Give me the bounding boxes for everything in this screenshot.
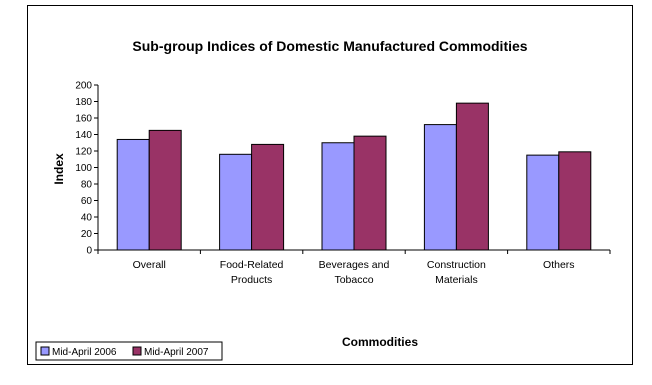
y-axis-label: Index	[52, 153, 66, 185]
legend: Mid-April 2006 Mid-April 2007	[35, 341, 223, 361]
y-tick-label: 0	[86, 246, 92, 257]
chart-title: Sub-group Indices of Domestic Manufactur…	[132, 38, 527, 54]
bar-2006	[526, 154, 560, 251]
y-tick-label: 120	[75, 147, 92, 158]
x-category-label: Overall	[133, 259, 166, 271]
y-tick-label: 160	[75, 114, 92, 125]
legend-swatch	[132, 346, 142, 356]
bar-2006	[321, 142, 355, 251]
chart-frame: Sub-group Indices of Domestic Manufactur…	[27, 5, 633, 365]
x-category-label: Beverages and Tobacco	[319, 259, 390, 286]
y-tick-label: 60	[81, 196, 93, 207]
legend-label: Mid-April 2007	[144, 347, 209, 358]
bar-2006	[423, 124, 457, 251]
bar-2007	[148, 129, 182, 251]
y-tick-label: 180	[75, 97, 92, 108]
y-tick-label: 100	[75, 163, 92, 174]
y-tick-label: 20	[81, 229, 93, 240]
y-tick-label: 40	[81, 213, 93, 224]
y-tick-label: 140	[75, 130, 92, 141]
y-tick-label: 80	[81, 180, 93, 191]
bar-2006	[219, 153, 253, 251]
bar-2007	[558, 151, 592, 251]
bar-2006	[116, 138, 150, 251]
plot-area: 0 20 40 60 80 100 120 140 160 180 200 Overall Food-R…	[75, 81, 611, 286]
bar-2007	[251, 143, 285, 251]
x-category-label: Others	[543, 259, 575, 271]
legend-box	[35, 341, 223, 361]
bar-2007	[353, 135, 387, 251]
legend-swatch	[40, 346, 50, 356]
bar-chart: Sub-group Indices of Domestic Manufactur…	[35, 38, 611, 361]
x-category-label: Food-Related Products	[220, 259, 284, 286]
bar-2007	[455, 102, 489, 251]
x-axis-label: Commodities	[342, 335, 418, 349]
x-category-label: Construction Materials	[427, 259, 486, 286]
y-tick-label: 200	[75, 81, 92, 92]
legend-label: Mid-April 2006	[52, 347, 117, 358]
